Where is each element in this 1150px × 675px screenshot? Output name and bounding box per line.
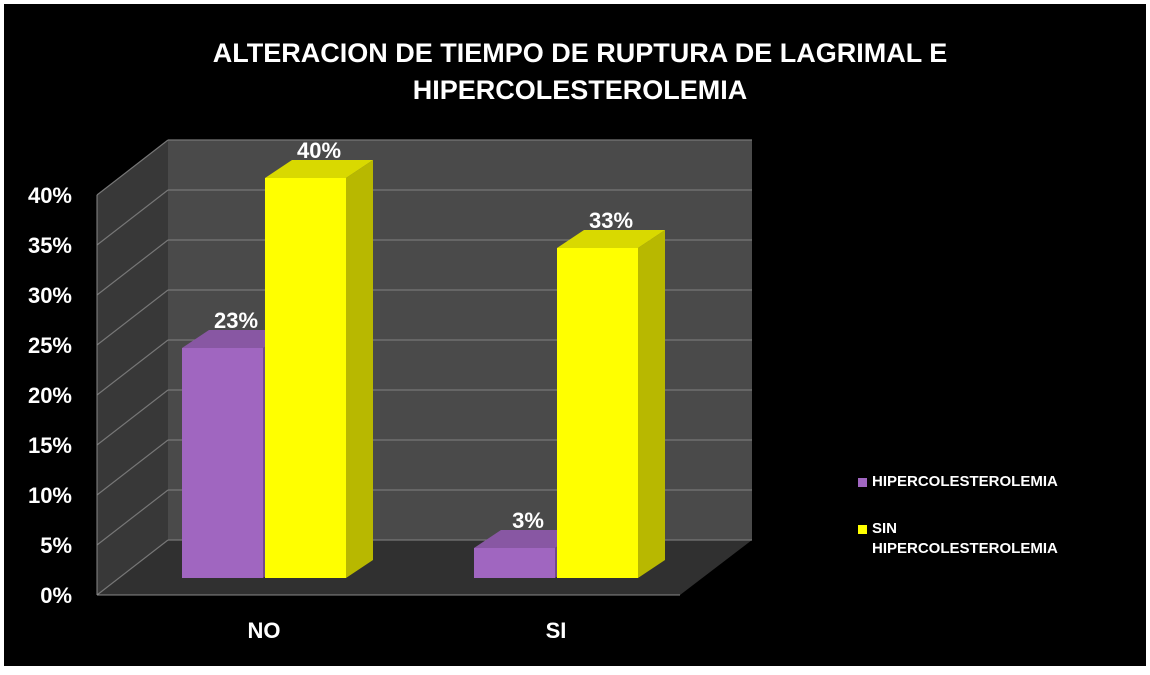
legend-swatch	[858, 478, 867, 487]
bar-top	[474, 530, 582, 548]
x-tick-label: NO	[248, 618, 281, 643]
y-tick-label: 15%	[28, 433, 72, 458]
grid-line	[96, 289, 169, 346]
y-tick-label: 0%	[40, 583, 72, 608]
bar	[265, 178, 346, 578]
grid-line	[96, 189, 169, 246]
y-tick-label: 10%	[28, 483, 72, 508]
x-tick-label: SI	[546, 618, 567, 643]
y-tick-label: 40%	[28, 183, 72, 208]
y-tick-label: 35%	[28, 233, 72, 258]
y-tick-label: 5%	[40, 533, 72, 558]
grid-line	[96, 489, 169, 546]
chart-title: ALTERACION DE TIEMPO DE RUPTURA DE LAGRI…	[213, 38, 948, 105]
bar-side	[638, 230, 665, 578]
data-label: 23%	[214, 308, 258, 333]
bar-top	[182, 330, 290, 348]
grid-line	[96, 139, 169, 196]
data-label: 40%	[297, 138, 341, 163]
legend-label: HIPERCOLESTEROLEMIA	[872, 473, 1058, 490]
grid-line	[96, 239, 169, 296]
grid-line	[96, 439, 169, 496]
bar-top	[265, 160, 373, 178]
legend-swatch	[858, 525, 867, 534]
grid-line	[96, 339, 169, 396]
y-tick-label: 25%	[28, 333, 72, 358]
y-tick-label: 30%	[28, 283, 72, 308]
y-tick-label: 20%	[28, 383, 72, 408]
data-label: 33%	[589, 208, 633, 233]
grid-line	[96, 539, 169, 596]
bar-top	[557, 230, 665, 248]
bar	[182, 348, 263, 578]
legend-label: SIN HIPERCOLESTEROLEMIA	[872, 520, 1058, 557]
data-label: 3%	[512, 508, 544, 533]
grid-line	[96, 389, 169, 446]
bar	[474, 548, 555, 578]
bar-side	[346, 160, 373, 578]
bar	[557, 248, 638, 578]
